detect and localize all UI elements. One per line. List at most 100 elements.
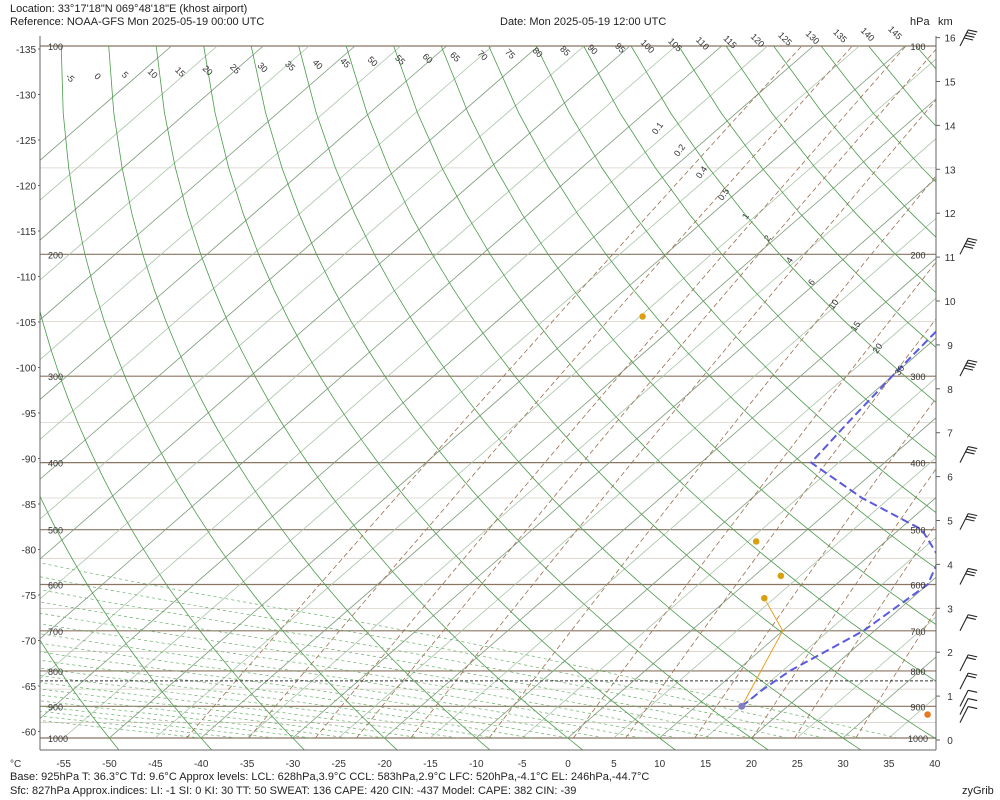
parcel-point bbox=[777, 572, 785, 580]
km-tick-label: 14 bbox=[944, 121, 956, 132]
km-tick-label: 1 bbox=[947, 692, 953, 703]
wind-barb-flag bbox=[966, 515, 976, 519]
dry-adiabat-line bbox=[40, 495, 213, 750]
left-tick-label: -90 bbox=[22, 455, 37, 466]
dry-adiabat-line bbox=[155, 45, 584, 750]
isotherm-line bbox=[40, 45, 264, 241]
left-tick-label: -105 bbox=[16, 318, 36, 329]
x-tick-label: 30 bbox=[838, 759, 850, 770]
left-tick-label: -110 bbox=[17, 273, 37, 284]
surface-temperature-point bbox=[992, 703, 999, 710]
dry-adiabat-line bbox=[40, 639, 120, 750]
wind-barb-flag bbox=[965, 451, 975, 455]
km-tick-label: 0 bbox=[947, 736, 953, 747]
dry-adiabat-line bbox=[393, 45, 936, 682]
x-tick-label: 5 bbox=[611, 759, 617, 770]
isobar-label-left: 1000 bbox=[48, 734, 68, 744]
isobar-label-left: 600 bbox=[48, 580, 63, 590]
mixing-ratio-label: 4 bbox=[784, 255, 795, 265]
isotherm-line bbox=[40, 45, 814, 720]
x-tick-label: 40 bbox=[929, 759, 941, 770]
parcel-point bbox=[923, 710, 932, 719]
temperature-series-line bbox=[962, 46, 1000, 706]
mixing-ratio-line bbox=[186, 45, 802, 739]
mixing-ratio-label: 20 bbox=[871, 341, 885, 355]
dry-adiabat-line bbox=[535, 45, 936, 514]
km-tick-label: 16 bbox=[944, 34, 956, 45]
x-tick-label: -50 bbox=[102, 759, 117, 770]
isotherm-line bbox=[40, 45, 356, 321]
mixing-ratio-label: 15 bbox=[849, 319, 863, 333]
mixing-ratio-line bbox=[694, 397, 936, 739]
wind-barb-flag bbox=[966, 240, 976, 244]
isobar-label-left: 400 bbox=[48, 459, 63, 469]
footer-line-2: Sfc: 827hPa Approx.indices: LI: -1 SI: 0… bbox=[10, 785, 577, 797]
mixing-ratio-label: 1 bbox=[740, 211, 751, 221]
isotherm-line bbox=[200, 98, 936, 739]
x-tick-label: -10 bbox=[469, 759, 484, 770]
wind-barb-flag bbox=[966, 657, 976, 661]
isotherm-line bbox=[475, 337, 936, 739]
km-unit-label: km bbox=[938, 16, 953, 28]
km-tick-label: 11 bbox=[945, 253, 956, 264]
wind-barb-flag bbox=[966, 448, 976, 452]
isotherm-line bbox=[40, 45, 447, 401]
series-layer bbox=[40, 46, 1000, 719]
surface-dewpoint-point bbox=[738, 702, 746, 710]
wind-barb-flag bbox=[963, 367, 974, 371]
left-tick-label: -95 bbox=[22, 409, 37, 420]
wind-barbs-layer bbox=[959, 29, 978, 723]
left-tick-label: -130 bbox=[16, 91, 36, 102]
mixing-ratio-line bbox=[248, 45, 853, 739]
moist-adiabat-line bbox=[40, 601, 788, 739]
grid-layer bbox=[40, 45, 936, 750]
wind-barb-staff bbox=[959, 706, 969, 723]
reference-label: Reference: NOAA-GFS Mon 2025-05-19 00:00… bbox=[10, 16, 265, 28]
wind-barb-flag bbox=[968, 567, 978, 571]
isotherm-line bbox=[705, 536, 936, 739]
isobar-label-right: 800 bbox=[910, 667, 925, 677]
mixing-ratio-line bbox=[625, 318, 936, 739]
left-tick-label: -75 bbox=[22, 591, 37, 602]
mixing-ratio-line bbox=[488, 175, 936, 739]
wind-barb-flag bbox=[965, 34, 975, 38]
x-tick-label: 0 bbox=[565, 759, 571, 770]
isobar-label-left: 800 bbox=[48, 667, 63, 677]
mixing-ratio-line bbox=[855, 609, 936, 739]
isobar-label-right: 600 bbox=[910, 580, 925, 590]
wind-barb-staff bbox=[959, 698, 969, 715]
left-tick-label: -100 bbox=[16, 364, 36, 375]
plot-area bbox=[40, 36, 936, 750]
isotherm-line bbox=[40, 45, 218, 201]
isotherm-line bbox=[613, 457, 936, 739]
isotherm-line bbox=[384, 257, 936, 739]
isobar-label-right: 1000 bbox=[908, 734, 928, 744]
isobar-label-right: 500 bbox=[910, 526, 925, 536]
isobar-label-left: 900 bbox=[48, 702, 63, 712]
location-label: Location: 33°17'18"N 069°48'18"E (khost … bbox=[10, 3, 248, 15]
wind-barb-flag bbox=[968, 697, 978, 702]
left-tick-label: -70 bbox=[22, 637, 37, 648]
dry-adiabat-line bbox=[630, 45, 936, 403]
wind-barb-flag bbox=[968, 29, 978, 33]
wind-barb-flag bbox=[968, 446, 978, 450]
km-tick-label: 13 bbox=[944, 165, 956, 176]
km-tick-label: 10 bbox=[944, 297, 956, 308]
dry-adiabat-line bbox=[678, 45, 936, 348]
mixing-ratio-line bbox=[410, 99, 936, 739]
isotherm-line bbox=[659, 497, 936, 739]
isotherm-line bbox=[521, 377, 936, 739]
km-tick-label: 5 bbox=[947, 517, 953, 528]
wind-barb-flag bbox=[966, 570, 976, 574]
isobar-label-left: 500 bbox=[48, 526, 63, 536]
wind-barb-flag bbox=[968, 513, 978, 517]
moist-adiabat-line bbox=[40, 589, 825, 739]
dry-adiabat-line bbox=[488, 45, 936, 569]
date-label: Date: Mon 2025-05-19 12:00 UTC bbox=[500, 16, 667, 28]
dry-adiabat-line bbox=[298, 45, 862, 750]
parcel-point bbox=[638, 312, 647, 321]
wind-barb-flag bbox=[966, 362, 976, 366]
mixing-ratio-line bbox=[794, 523, 936, 739]
wind-barb-flag bbox=[968, 654, 978, 658]
km-tick-label: 7 bbox=[947, 429, 953, 440]
